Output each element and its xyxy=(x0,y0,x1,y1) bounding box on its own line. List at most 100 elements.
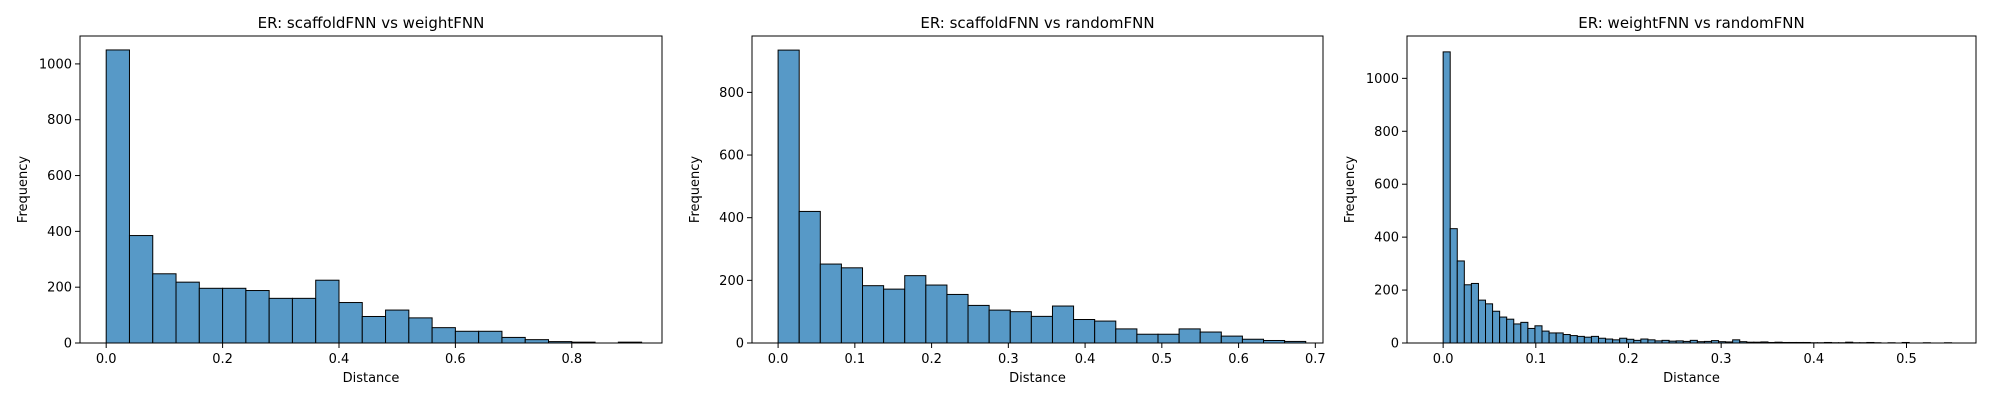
histogram-bar xyxy=(1492,310,1501,344)
histogram-bar xyxy=(1513,323,1522,344)
histogram-bar xyxy=(904,275,927,344)
chart-3: 0.0 0.1 0.2 0.3 0.4 0.5 0 200 400 600 800 1000 ER: w… xyxy=(1343,14,1977,386)
histogram-bar xyxy=(1597,337,1607,344)
histogram-bar xyxy=(152,273,177,344)
y-tick-label: 0 xyxy=(64,337,72,352)
histogram-bar xyxy=(777,49,800,344)
histogram-bar xyxy=(198,287,224,344)
histogram-bar xyxy=(1555,332,1564,344)
histogram-bar xyxy=(501,336,526,344)
histogram-bar xyxy=(1619,337,1628,344)
bars xyxy=(105,49,643,344)
histogram-bar xyxy=(1051,305,1075,344)
y-tick-label: 600 xyxy=(47,169,72,184)
x-tick-label: 0.2 xyxy=(921,352,942,367)
x-tick-label: 0.6 xyxy=(1228,352,1249,367)
bars xyxy=(777,49,1307,344)
x-tick-label: 0.7 xyxy=(1305,352,1326,367)
histogram-bar xyxy=(268,297,293,344)
x-tick-label: 0.3 xyxy=(998,352,1019,367)
histogram-bar xyxy=(245,290,270,344)
y-tick-label: 800 xyxy=(1374,125,1399,140)
histogram-bar xyxy=(105,49,130,344)
histogram-bar xyxy=(1456,260,1465,344)
y-tick-label: 600 xyxy=(719,149,744,164)
histogram-bar xyxy=(883,288,906,344)
histogram-bar xyxy=(1562,334,1571,344)
histogram-bar xyxy=(361,315,387,344)
histogram-bar xyxy=(1449,228,1458,344)
x-tick-label: 0.5 xyxy=(1151,352,1172,367)
histogram-bar xyxy=(175,281,200,344)
y-tick-label: 1000 xyxy=(39,57,72,72)
x-tick-label: 0.8 xyxy=(561,352,582,367)
x-tick-label: 0.0 xyxy=(768,352,789,367)
x-tick-label: 0.4 xyxy=(1075,352,1096,367)
histogram-bar xyxy=(1576,335,1585,344)
histogram-bar xyxy=(1178,328,1201,344)
chart-title: ER: scaffoldFNN vs randomFNN xyxy=(920,14,1154,32)
histogram-bar xyxy=(1030,315,1053,344)
x-tick-label: 0.0 xyxy=(96,352,117,367)
histogram-bar xyxy=(338,302,363,344)
histogram-bar xyxy=(1073,319,1096,344)
histogram-bar xyxy=(1499,316,1508,344)
chart-2: 0.0 0.1 0.2 0.3 0.4 0.5 0.6 0.7 0 200 400 600 800 ER:… xyxy=(688,14,1326,386)
histogram-bar xyxy=(925,284,948,344)
x-tick-label: 0.1 xyxy=(1525,352,1546,367)
x-tick-label: 0.3 xyxy=(1711,352,1732,367)
x-tick-label: 0.2 xyxy=(212,352,233,367)
y-tick-label: 600 xyxy=(1374,178,1399,193)
histogram-bar xyxy=(1520,321,1529,344)
histogram-bar xyxy=(1115,328,1138,344)
y-tick-label: 400 xyxy=(719,211,744,226)
x-tick-label: 0.5 xyxy=(1896,352,1917,367)
histogram-bar xyxy=(1541,330,1550,344)
chart-title: ER: weightFNN vs randomFNN xyxy=(1578,14,1804,32)
histogram-bar xyxy=(1220,335,1243,344)
histogram-bar xyxy=(222,287,247,344)
y-axis-label: Frequency xyxy=(1343,156,1358,223)
y-tick-label: 200 xyxy=(719,274,744,289)
x-tick-label: 0.6 xyxy=(445,352,466,367)
x-axis-label: Distance xyxy=(1663,371,1720,386)
y-tick-label: 400 xyxy=(1374,231,1399,246)
y-axis-label: Frequency xyxy=(16,156,31,223)
histogram-bar xyxy=(385,309,410,344)
y-tick-label: 1000 xyxy=(1366,72,1399,87)
histogram-bar xyxy=(1605,338,1614,344)
histogram-bar xyxy=(128,235,154,344)
chart-title: ER: scaffoldFNN vs weightFNN xyxy=(258,14,485,32)
histogram-bar xyxy=(1485,303,1494,344)
histogram-bar xyxy=(1548,332,1557,344)
y-tick-label: 0 xyxy=(736,337,744,352)
histogram-bar xyxy=(1009,311,1032,344)
histogram-bar xyxy=(1463,284,1472,344)
x-tick-label: 0.2 xyxy=(1618,352,1639,367)
histogram-bar xyxy=(408,317,433,344)
y-tick-label: 800 xyxy=(719,86,744,101)
histogram-bar xyxy=(1136,333,1159,344)
x-axis-label: Distance xyxy=(1009,371,1066,386)
histogram-bar xyxy=(1534,325,1543,344)
histogram-bar xyxy=(1569,335,1578,344)
histogram-bar xyxy=(946,293,969,344)
y-axis-label: Frequency xyxy=(688,156,703,223)
histogram-bar xyxy=(478,330,503,344)
histogram-bar xyxy=(1199,331,1222,344)
histogram-bar xyxy=(1626,338,1635,344)
histogram-bar xyxy=(1094,320,1117,344)
histogram-bar xyxy=(967,304,990,344)
histogram-bar xyxy=(1640,338,1649,344)
axes-frame xyxy=(1406,35,1977,344)
axes-frame xyxy=(751,35,1324,344)
histogram-bar xyxy=(1583,336,1592,344)
histogram-bar xyxy=(1527,327,1536,344)
histogram-bar xyxy=(1506,318,1515,344)
histogram-bar xyxy=(1241,338,1265,344)
histogram-bar xyxy=(1470,282,1479,344)
x-tick-label: 0.4 xyxy=(329,352,350,367)
histogram-bar xyxy=(454,330,480,344)
chart-1: 0.0 0.2 0.4 0.6 0.8 0 200 400 600 800 1000 ER: scaf… xyxy=(16,14,663,386)
